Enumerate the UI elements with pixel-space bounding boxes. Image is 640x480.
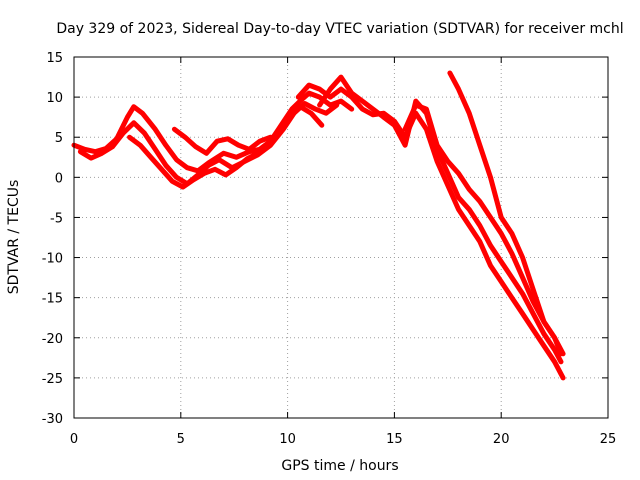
x-tick-label: 15 — [386, 432, 403, 447]
grid-lines — [74, 57, 608, 418]
series-line-4 — [171, 126, 273, 156]
plot-frame — [73, 56, 609, 419]
y-tick-label: -15 — [42, 292, 63, 307]
y-tick-label: 15 — [46, 51, 63, 66]
y-tick-label: -20 — [42, 332, 63, 347]
data-series-layer — [71, 70, 566, 381]
series-line-5 — [295, 82, 566, 381]
y-tick-label: -25 — [42, 372, 63, 387]
x-tick-label: 5 — [177, 432, 185, 447]
y-tick-label: -30 — [42, 412, 63, 427]
y-tick-label: -5 — [50, 211, 63, 226]
x-tick-label: 10 — [279, 432, 296, 447]
series-line-8 — [447, 70, 566, 357]
y-tick-label: 10 — [46, 91, 63, 106]
series-line-3 — [127, 104, 325, 190]
series-line-6 — [317, 74, 564, 365]
x-axis-title: GPS time / hours — [281, 458, 398, 474]
tick-labels: 0 5 10 15 20 25 15 10 5 0 -5 -10 -15 -20 -25 -30 — [42, 51, 617, 447]
x-tick-label: 0 — [70, 432, 78, 447]
axis-ticks — [73, 56, 609, 419]
y-tick-label: 0 — [55, 171, 63, 186]
y-tick-label: -10 — [42, 252, 63, 267]
x-tick-label: 25 — [600, 432, 617, 447]
y-tick-label: 5 — [55, 131, 63, 146]
x-tick-label: 20 — [493, 432, 510, 447]
chart-title: Day 329 of 2023, Sidereal Day-to-day VTE… — [56, 21, 623, 37]
y-axis-title: SDTVAR / TECUs — [6, 180, 22, 295]
